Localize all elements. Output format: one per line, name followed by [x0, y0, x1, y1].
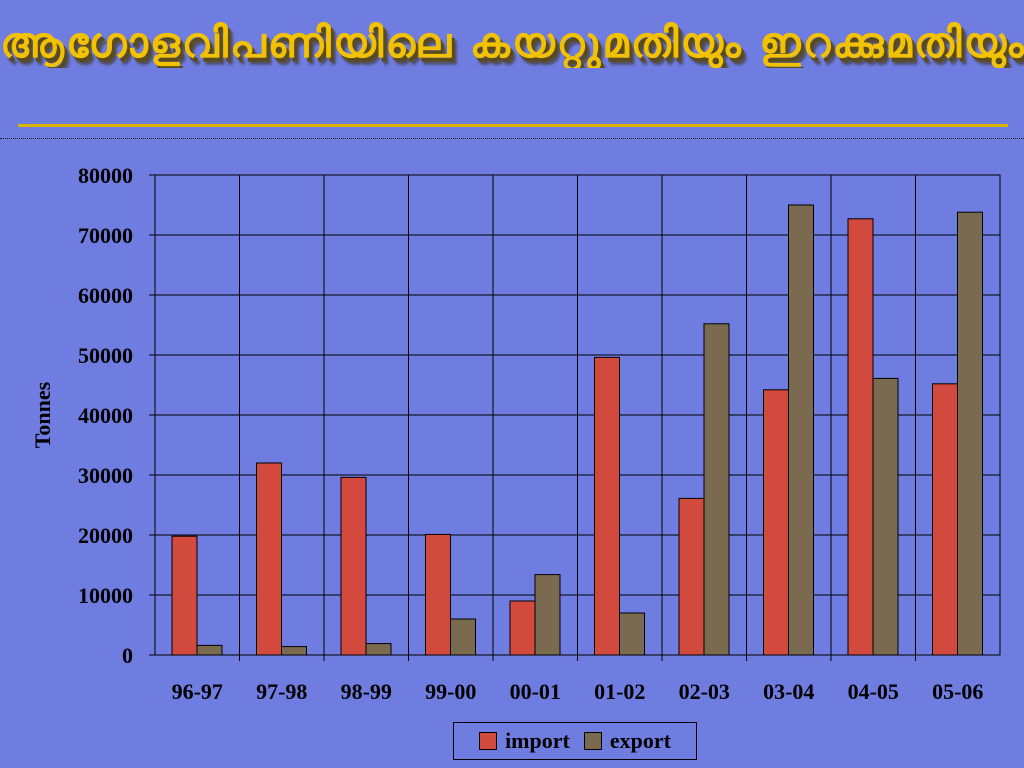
x-tick-label: 03-04	[763, 679, 814, 704]
bar-import	[509, 600, 536, 656]
x-tick-label: 96-97	[172, 679, 223, 704]
bar-import	[171, 535, 198, 656]
legend-label: import	[505, 728, 570, 753]
bar-import	[847, 218, 874, 656]
bars	[171, 204, 983, 656]
bar-import	[425, 533, 451, 656]
bar-export	[534, 574, 561, 656]
bar-chart: 0 10000 20000 30000 40000 50000 60000 70000 8000…	[30, 163, 1001, 704]
bar-export	[872, 377, 899, 656]
bar-export	[365, 643, 392, 656]
legend-swatch	[479, 732, 498, 750]
tick-labels: 0 10000 20000 30000 40000 50000 60000 70000 8000…	[30, 163, 983, 704]
x-tick-label: 99-00	[425, 679, 476, 704]
y-tick-label: 80000	[78, 163, 133, 188]
legend-item-import: import	[479, 728, 570, 754]
bar-export	[619, 612, 645, 656]
x-tick-label: 04-05	[848, 679, 899, 704]
bar-export	[450, 618, 476, 656]
y-tick-label: 10000	[78, 583, 133, 608]
y-tick-label: 20000	[78, 523, 133, 548]
bar-export	[703, 323, 730, 656]
y-tick-label: 60000	[78, 283, 133, 308]
axes	[149, 174, 1001, 661]
y-axis-label: Tonnes	[30, 381, 55, 448]
x-tick-label: 05-06	[932, 679, 983, 704]
bar-import	[763, 389, 789, 656]
bar-export	[957, 211, 983, 656]
y-tick-label: 0	[122, 643, 133, 668]
bar-export	[281, 646, 307, 656]
bar-import	[932, 383, 958, 656]
x-tick-label: 00-01	[510, 679, 561, 704]
bar-import	[594, 356, 620, 656]
x-tick-label: 97-98	[256, 679, 307, 704]
x-tick-label: 02-03	[679, 679, 730, 704]
bar-import	[340, 476, 367, 656]
y-tick-label: 50000	[78, 343, 133, 368]
y-tick-label: 70000	[78, 223, 133, 248]
legend-item-export: export	[583, 728, 671, 754]
x-tick-label: 98-99	[341, 679, 392, 704]
legend-label: export	[609, 728, 671, 753]
legend-swatch	[583, 732, 602, 750]
plot-border	[154, 174, 1001, 656]
bar-export	[196, 644, 223, 656]
y-tick-label: 40000	[78, 403, 133, 428]
legend: import export	[453, 722, 697, 760]
bar-import	[678, 497, 705, 656]
dotted-divider	[0, 138, 1024, 139]
bar-import	[256, 462, 282, 656]
title-underline	[18, 124, 1008, 127]
x-tick-label: 01-02	[594, 679, 645, 704]
bar-export	[788, 204, 814, 656]
y-tick-label: 30000	[78, 463, 133, 488]
chart-title: ആഗോളവിപണിയിലെ കയറ്റുമതിയും ഇറക്കുമതിയും	[0, 18, 1024, 67]
